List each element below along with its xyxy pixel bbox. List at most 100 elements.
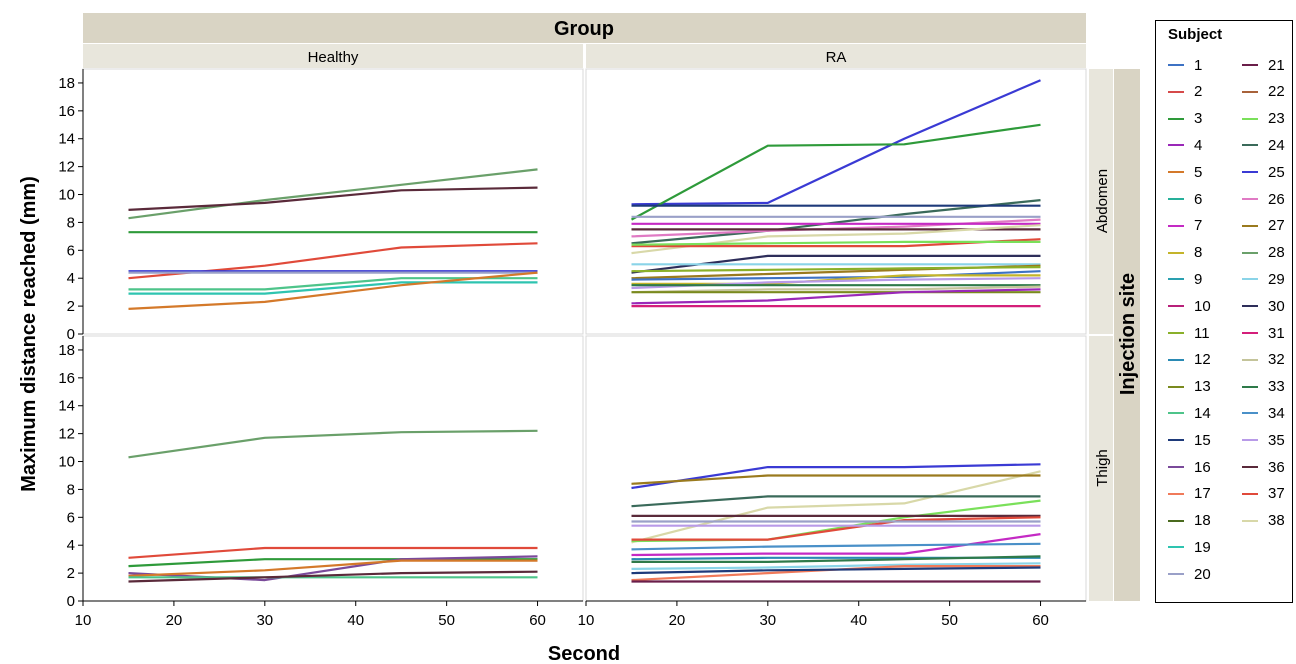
legend-swatch bbox=[1242, 305, 1258, 308]
legend-swatch bbox=[1168, 412, 1184, 415]
series-line-subject-27 bbox=[631, 474, 1041, 485]
legend-label: 36 bbox=[1268, 458, 1285, 476]
legend-swatch bbox=[1168, 90, 1184, 93]
legend-label: 18 bbox=[1194, 512, 1211, 530]
legend-label: 16 bbox=[1194, 458, 1211, 476]
x-tick-label: 30 bbox=[759, 612, 776, 629]
legend-swatch bbox=[1242, 466, 1258, 468]
y-tick-label: 16 bbox=[58, 370, 75, 387]
legend-swatch bbox=[1242, 519, 1258, 522]
legend-label: 11 bbox=[1194, 324, 1210, 342]
panel-frame bbox=[585, 68, 1087, 335]
legend-item-subject-25: 25 bbox=[1242, 163, 1285, 181]
legend-label: 30 bbox=[1268, 297, 1285, 315]
legend-label: 4 bbox=[1194, 136, 1203, 154]
row-label-thigh: Thigh bbox=[1094, 449, 1111, 487]
legend-label: 15 bbox=[1194, 431, 1211, 449]
legend-item-subject-13: 13 bbox=[1168, 378, 1211, 396]
legend-label: 3 bbox=[1194, 110, 1203, 128]
legend-swatch bbox=[1168, 358, 1184, 361]
legend-label: 13 bbox=[1194, 378, 1211, 396]
legend-swatch bbox=[1168, 332, 1184, 334]
series-line-subject-34 bbox=[631, 542, 1041, 551]
legend-item-subject-23: 23 bbox=[1242, 110, 1285, 128]
legend-swatch bbox=[1168, 466, 1184, 468]
y-tick-label: 4 bbox=[67, 270, 75, 287]
legend-label: 21 bbox=[1268, 56, 1285, 74]
legend-swatch bbox=[1168, 305, 1184, 308]
injection-site-title: Injection site bbox=[1117, 273, 1139, 395]
y-tick-label: 12 bbox=[58, 426, 75, 443]
series-line-subject-24 bbox=[631, 495, 1041, 508]
x-tick-label: 50 bbox=[438, 612, 455, 629]
legend-swatch bbox=[1168, 224, 1184, 227]
y-tick-label: 2 bbox=[67, 298, 75, 315]
group-header-title: Group bbox=[554, 18, 614, 40]
group-header-bar bbox=[83, 13, 1086, 43]
legend-swatch bbox=[1168, 251, 1184, 254]
legend-swatch bbox=[1242, 332, 1258, 334]
legend-item-subject-15: 15 bbox=[1168, 431, 1211, 449]
legend-swatch bbox=[1168, 64, 1184, 66]
series-line-subject-19 bbox=[128, 281, 538, 295]
column-strip-healthy bbox=[83, 44, 583, 68]
series-line-subject-23 bbox=[631, 240, 1041, 246]
x-tick-label: 60 bbox=[1032, 612, 1049, 629]
series-line-subject-11 bbox=[631, 266, 1041, 273]
legend-item-subject-26: 26 bbox=[1242, 190, 1285, 208]
legend-item-subject-14: 14 bbox=[1168, 404, 1211, 422]
legend-item-subject-2: 2 bbox=[1168, 83, 1202, 101]
series-line-subject-32 bbox=[631, 285, 1041, 294]
legend-label: 2 bbox=[1194, 83, 1203, 101]
legend-swatch bbox=[1168, 198, 1184, 200]
legend-item-subject-21: 21 bbox=[1242, 56, 1285, 74]
legend-swatch bbox=[1168, 492, 1184, 495]
legend-item-subject-24: 24 bbox=[1242, 136, 1285, 154]
legend-label: 25 bbox=[1268, 163, 1285, 181]
legend-item-subject-36: 36 bbox=[1242, 458, 1285, 476]
legend-swatch bbox=[1242, 64, 1258, 66]
series-line-subject-3 bbox=[128, 558, 538, 568]
legend-label: 27 bbox=[1268, 217, 1285, 235]
legend-item-subject-9: 9 bbox=[1168, 270, 1202, 288]
y-tick-label: 4 bbox=[67, 537, 75, 554]
legend-label: 10 bbox=[1194, 297, 1211, 315]
legend-label: 37 bbox=[1268, 485, 1285, 503]
legend-title: Subject bbox=[1168, 26, 1223, 43]
x-tick-label: 10 bbox=[578, 612, 595, 629]
y-tick-label: 6 bbox=[67, 509, 75, 526]
legend-swatch bbox=[1242, 198, 1258, 200]
x-tick-label: 60 bbox=[529, 612, 546, 629]
y-tick-label: 0 bbox=[67, 326, 75, 343]
legend-label: 8 bbox=[1194, 244, 1203, 262]
legend-item-subject-5: 5 bbox=[1168, 163, 1202, 181]
y-tick-label: 18 bbox=[58, 342, 75, 359]
legend-label: 19 bbox=[1194, 538, 1211, 556]
y-tick-label: 2 bbox=[67, 565, 75, 582]
x-tick-label: 40 bbox=[850, 612, 867, 629]
legend-item-subject-1: 1 bbox=[1168, 56, 1202, 74]
series-line-subject-5 bbox=[128, 559, 538, 577]
series-line-subject-36 bbox=[128, 570, 538, 583]
series-line-subject-5 bbox=[128, 271, 538, 310]
legend-label: 28 bbox=[1268, 244, 1285, 262]
x-tick-label: 30 bbox=[256, 612, 273, 629]
legend-swatch bbox=[1168, 439, 1184, 442]
series-line-subject-15 bbox=[631, 566, 1041, 575]
series-line-subject-25 bbox=[631, 79, 1041, 206]
y-tick-label: 10 bbox=[58, 454, 75, 471]
legend-label: 17 bbox=[1194, 485, 1211, 503]
legend-label: 33 bbox=[1268, 378, 1285, 396]
x-axis-title: Second bbox=[548, 643, 620, 664]
legend-item-subject-33: 33 bbox=[1242, 378, 1285, 396]
legend-label: 38 bbox=[1268, 512, 1285, 530]
legend-label: 31 bbox=[1268, 324, 1285, 342]
series-line-subject-37 bbox=[631, 516, 1041, 541]
legend-item-subject-27: 27 bbox=[1242, 217, 1285, 235]
legend-swatch bbox=[1242, 171, 1258, 174]
legend-swatch bbox=[1242, 224, 1258, 227]
legend-swatch bbox=[1242, 251, 1258, 254]
legend-label: 35 bbox=[1268, 431, 1285, 449]
legend-swatch bbox=[1242, 144, 1258, 147]
legend-item-subject-10: 10 bbox=[1168, 297, 1211, 315]
